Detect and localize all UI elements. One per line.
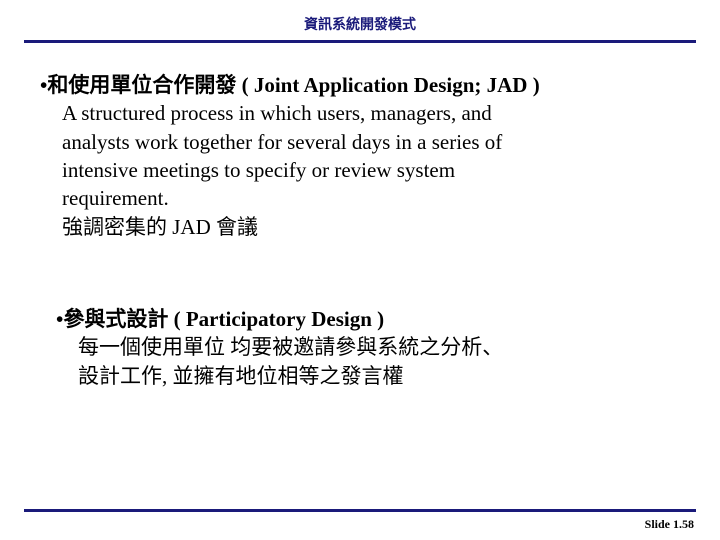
slide-title: 資訊系統開發模式 <box>304 18 416 33</box>
bullet-pd-body: 每一個使用單位 均要被邀請參與系統之分析、 設計工作, 並擁有地位相等之發言權 <box>78 333 680 390</box>
jad-line1: A structured process in which users, man… <box>62 99 680 127</box>
pd-line2: 設計工作, 並擁有地位相等之發言權 <box>78 362 680 390</box>
bullet-pd-title-cn: 參與式設計 <box>63 307 168 331</box>
jad-line2: analysts work together for several days … <box>62 128 680 156</box>
content-area: •和使用單位合作開發 ( Joint Application Design; J… <box>0 43 720 390</box>
bullet-jad-body: A structured process in which users, man… <box>62 99 680 241</box>
bullet-pd: •參與式設計 ( Participatory Design ) 每一個使用單位 … <box>56 305 680 390</box>
jad-line5: 強調密集的 JAD 會議 <box>62 213 680 241</box>
bullet-jad: •和使用單位合作開發 ( Joint Application Design; J… <box>40 71 680 241</box>
bullet-jad-head: •和使用單位合作開發 ( Joint Application Design; J… <box>40 71 680 99</box>
bullet-pd-title-en: ( Participatory Design ) <box>168 307 384 331</box>
slide: 資訊系統開發模式 •和使用單位合作開發 ( Joint Application … <box>0 0 720 540</box>
bottom-divider <box>24 509 696 512</box>
jad-line4: requirement. <box>62 184 680 212</box>
slide-number: Slide 1.58 <box>645 517 694 532</box>
title-area: 資訊系統開發模式 <box>0 0 720 40</box>
bullet-jad-title-en: ( Joint Application Design; JAD ) <box>236 73 539 97</box>
bullet-pd-head: •參與式設計 ( Participatory Design ) <box>56 305 680 333</box>
jad-line3: intensive meetings to specify or review … <box>62 156 680 184</box>
pd-line1: 每一個使用單位 均要被邀請參與系統之分析、 <box>78 333 680 361</box>
bullet-jad-title-cn: 和使用單位合作開發 <box>47 73 236 97</box>
